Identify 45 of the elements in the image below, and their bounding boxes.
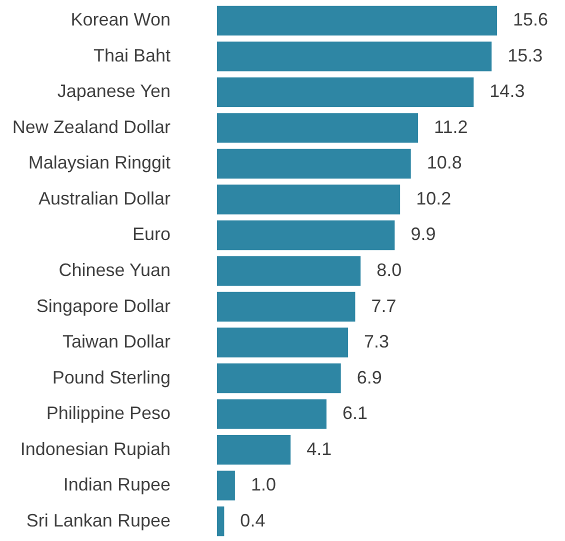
y-tick-label: Thai Baht bbox=[93, 45, 170, 66]
bar bbox=[217, 220, 395, 250]
data-label: 15.3 bbox=[508, 45, 543, 66]
y-tick-label: Korean Won bbox=[70, 10, 170, 30]
data-label: 1.0 bbox=[250, 474, 276, 495]
data-label: 10.2 bbox=[416, 188, 452, 208]
bar bbox=[217, 77, 474, 108]
bar bbox=[217, 256, 361, 286]
bar bbox=[217, 113, 418, 143]
data-label: 7.3 bbox=[364, 332, 390, 352]
bar bbox=[217, 6, 497, 36]
bar bbox=[217, 42, 492, 72]
data-label: 9.9 bbox=[410, 224, 436, 244]
bar bbox=[217, 506, 224, 536]
y-tick-label: Indonesian Rupiah bbox=[20, 438, 170, 459]
data-label: 8.0 bbox=[376, 260, 402, 280]
y-tick-label: New Zealand Dollar bbox=[12, 116, 170, 137]
y-tick-label: Sri Lankan Rupee bbox=[26, 510, 170, 530]
y-tick-label: Pound Sterling bbox=[52, 367, 170, 388]
data-label: 6.1 bbox=[342, 403, 368, 424]
data-label: 4.1 bbox=[306, 438, 332, 459]
y-tick-label: Philippine Peso bbox=[46, 403, 170, 424]
y-tick-label: Euro bbox=[132, 224, 170, 244]
y-tick-label: Japanese Yen bbox=[57, 81, 170, 102]
bar bbox=[217, 363, 341, 394]
bar bbox=[217, 470, 235, 500]
y-tick-label: Australian Dollar bbox=[38, 188, 170, 208]
y-tick-label: Malaysian Ringgit bbox=[28, 152, 170, 173]
data-label: 7.7 bbox=[371, 296, 396, 316]
data-label: 15.6 bbox=[513, 10, 548, 30]
bar bbox=[217, 399, 326, 429]
bar bbox=[217, 328, 348, 358]
y-tick-label: Singapore Dollar bbox=[36, 296, 171, 316]
data-label: 0.4 bbox=[240, 510, 266, 530]
bar bbox=[217, 292, 356, 322]
bar bbox=[217, 148, 411, 179]
bar bbox=[217, 434, 291, 465]
data-label: 14.3 bbox=[490, 81, 525, 102]
y-tick-label: Chinese Yuan bbox=[58, 260, 170, 280]
data-label: 6.9 bbox=[356, 367, 382, 388]
bar bbox=[217, 184, 400, 214]
y-tick-label: Taiwan Dollar bbox=[62, 332, 171, 352]
y-tick-label: Indian Rupee bbox=[63, 474, 170, 495]
data-label: 11.2 bbox=[434, 116, 468, 137]
data-label: 10.8 bbox=[426, 152, 462, 173]
